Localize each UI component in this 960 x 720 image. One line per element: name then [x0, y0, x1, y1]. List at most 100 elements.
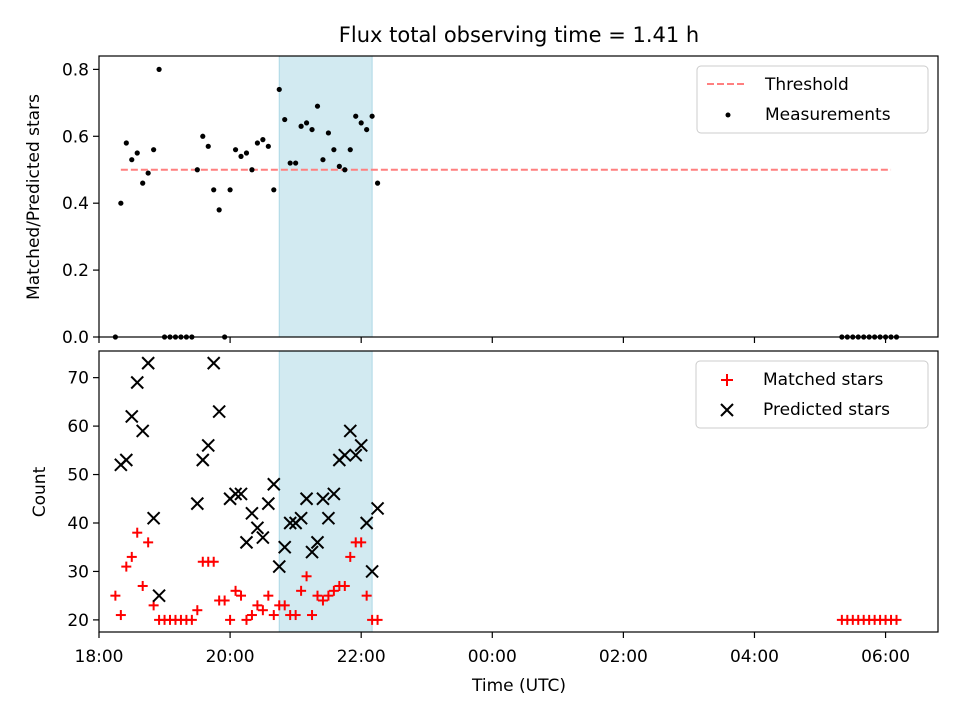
predicted-stars-point: [278, 540, 292, 554]
measurement-point: [303, 120, 310, 126]
legend-matched-swatch: [721, 374, 733, 386]
measurement-point: [243, 150, 250, 156]
matched-stars-point: [339, 580, 350, 591]
measurement-point: [205, 143, 211, 149]
matched-stars-point: [126, 551, 137, 562]
measurement-point: [134, 150, 140, 156]
predicted-stars-point: [305, 545, 319, 559]
matched-stars-point: [263, 590, 274, 601]
predicted-stars-point: [321, 511, 336, 525]
measurement-point: [336, 163, 342, 169]
predicted-stars-point: [267, 477, 281, 491]
predicted-stars-point: [316, 492, 330, 506]
matched-stars-point: [290, 610, 301, 621]
measurement-point: [374, 180, 381, 186]
y-tick-label: 0.6: [62, 127, 89, 147]
top-axes-frame: [98, 55, 939, 338]
predicted-stars-point: [245, 506, 259, 521]
predicted-stars-point: [212, 404, 226, 419]
measurement-point: [145, 170, 151, 176]
matched-stars-point: [208, 556, 219, 567]
predicted-stars-point: [299, 492, 314, 506]
matched-stars-point: [312, 590, 323, 601]
matched-stars-point: [219, 595, 230, 606]
measurement-point: [123, 140, 129, 146]
top-y-axis-label: Matched/Predicted stars: [24, 94, 44, 300]
matched-stars-point: [317, 595, 328, 606]
matched-stars-point: [361, 590, 372, 601]
x-tick-label: 04:00: [730, 647, 779, 667]
measurement-point: [249, 167, 255, 173]
x-tick-label: 02:00: [599, 647, 648, 667]
predicted-stars-point: [201, 438, 215, 453]
matched-stars-point: [241, 614, 252, 625]
matched-stars-point: [296, 585, 307, 596]
measurement-point: [282, 116, 288, 123]
matched-stars-point: [246, 610, 257, 621]
legend-predicted-label: Predicted stars: [763, 400, 890, 420]
legend-predicted-swatch: [720, 403, 734, 417]
x-tick-label: 22:00: [337, 647, 386, 667]
measurement-point: [320, 157, 326, 163]
top-x-ticks: [98, 337, 887, 343]
measurement-point: [353, 113, 359, 119]
top-highlight-span: [278, 55, 373, 338]
y-tick-label: 20: [67, 611, 89, 631]
measurement-point: [331, 147, 337, 153]
measurement-point: [254, 140, 261, 146]
predicted-stars-point: [338, 448, 352, 462]
bottom-y-ticks: 20 30 40 50 60 70: [67, 369, 99, 631]
y-tick-label: 50: [67, 466, 89, 486]
measurement-point: [293, 160, 299, 166]
predicted-stars-point: [119, 453, 134, 467]
predicted-stars-point: [310, 535, 325, 550]
y-tick-label: 30: [67, 562, 89, 582]
bottom-highlight-span: [278, 350, 373, 633]
bottom-plot-area: [110, 356, 902, 625]
predicted-stars-point: [256, 530, 270, 545]
matched-stars-point: [323, 590, 334, 601]
predicted-stars-point: [234, 487, 248, 501]
measurement-point: [200, 133, 206, 139]
matched-stars-point: [356, 537, 367, 548]
matched-stars-point: [891, 614, 902, 625]
matched-stars-point: [301, 571, 312, 582]
bottom-panel: 20 30 40 50 60 70 18:00 20:00 22:00 00:00 02:00 04…: [30, 350, 939, 696]
measurement-point: [298, 123, 304, 129]
predicted-stars-point: [327, 487, 341, 501]
matched-stars-point: [143, 537, 154, 548]
predicted-stars-point: [349, 448, 363, 462]
measurement-point: [309, 126, 315, 133]
observing-time-span: [278, 350, 373, 633]
measurement-point: [287, 160, 293, 166]
matched-stars-point: [115, 610, 126, 621]
y-tick-label: 0.4: [62, 194, 89, 214]
predicted-stars-point: [365, 564, 379, 579]
legend-threshold-label: Threshold: [764, 75, 849, 95]
measurement-point: [151, 147, 157, 153]
legend-measurements-swatch: [725, 112, 731, 118]
predicted-stars-point: [272, 559, 286, 574]
y-tick-label: 0.2: [62, 261, 89, 281]
measurement-point: [347, 147, 353, 153]
measurement-point: [129, 157, 135, 163]
legend-measurements-label: Measurements: [765, 105, 891, 125]
top-legend: Threshold Measurements: [696, 65, 929, 134]
bottom-y-axis-label: Count: [30, 466, 50, 517]
matched-stars-point: [132, 527, 143, 538]
x-tick-label: 00:00: [468, 647, 517, 667]
measurement-point: [216, 207, 222, 213]
y-tick-label: 60: [67, 417, 89, 437]
bottom-legend-box: [695, 360, 929, 429]
measurement-point: [227, 187, 233, 193]
chart-title: Flux total observing time = 1.41 h: [339, 23, 699, 47]
matched-stars-point: [230, 585, 241, 596]
predicted-stars-point: [283, 516, 297, 530]
matched-stars-point: [372, 614, 383, 625]
predicted-stars-point: [206, 356, 221, 370]
measurement-point: [325, 130, 332, 136]
matched-stars-point: [192, 605, 203, 616]
measurement-point: [140, 180, 146, 186]
matched-stars-point: [268, 610, 279, 621]
